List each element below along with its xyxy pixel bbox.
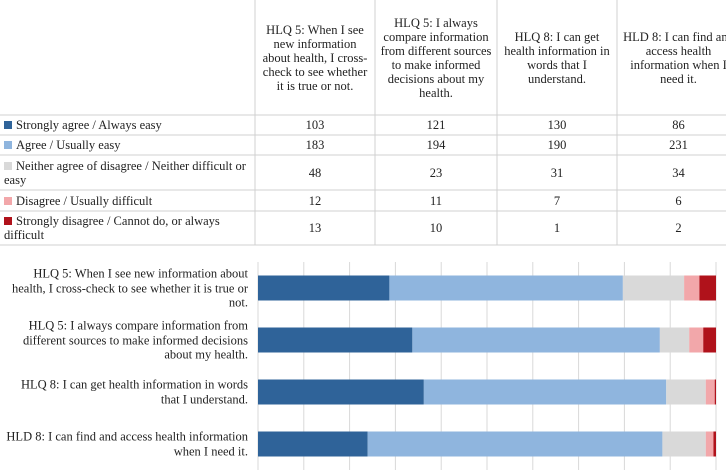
table-value: 11 [429,193,443,208]
bar-segment [659,327,690,353]
table-value: 86 [672,118,685,132]
column-header: HLQ 5: When I see new information about … [262,22,368,93]
table-value: 183 [305,138,325,152]
table-value: 6 [675,193,682,208]
table-value: 1 [553,221,561,235]
bar-segment [703,327,716,353]
row-label: Neither agree of disagree / Neither diff… [0,155,255,190]
bar-segment [258,275,390,301]
legend-swatch [4,161,12,170]
bar-segment [258,431,368,457]
table-value: 130 [547,118,567,132]
table-value: 231 [669,138,688,152]
row-label: Strongly agree / Always easy [0,115,255,135]
category-label: HLQ 8: I can get health information in w… [20,377,248,407]
legend-label: Strongly agree / Always easy [16,118,162,132]
category-label: HLQ 5: I always compare information from… [22,318,248,362]
column-header: HLD 8: I can find and access health info… [623,29,726,86]
bar-segment [714,379,716,405]
legend-swatch [4,121,12,129]
table-value: 31 [550,165,564,180]
row-label: Disagree / Usually difficult [0,190,255,211]
table-value: 103 [305,118,325,132]
bar-segment [423,379,667,405]
column-header: HLQ 5: I always compare information from… [380,15,492,100]
column-header: HLQ 8: I can get health information in w… [504,29,610,86]
bar-segment [713,431,716,457]
legend-label: Agree / Usually easy [16,138,121,152]
legend-swatch [4,141,12,149]
bar-segment [684,275,700,301]
bar-segment [412,327,660,353]
table-value: 10 [429,221,443,235]
bar-segment [689,327,704,353]
bar-segment [367,431,663,457]
table-value: 34 [672,165,685,180]
legend-label: Disagree / Usually difficult [16,193,153,208]
table-value: 23 [429,165,443,180]
legend-label: Strongly disagree / Cannot do, or always… [4,214,220,242]
bar-segment [258,379,424,405]
bar-segment [705,431,714,457]
bar-segment [666,379,706,405]
legend-swatch [4,217,12,225]
row-label: Strongly disagree / Cannot do, or always… [0,211,255,245]
legend-swatch [4,196,12,205]
bar-segment [662,431,706,457]
row-label: Agree / Usually easy [0,135,255,155]
table-value: 2 [675,221,682,235]
bar-segment [699,275,716,301]
bar-segment [622,275,685,301]
bar-segment [389,275,623,301]
table-value: 194 [426,138,446,152]
category-label: HLD 8: I can find and access health info… [6,429,248,459]
bar-segment [258,327,413,353]
bar-segment [705,379,715,405]
table-value: 13 [308,221,322,235]
table-value: 190 [547,138,567,152]
category-label: HLQ 5: When I see new information about … [11,266,248,310]
table-value: 12 [308,193,322,208]
legend-label: Neither agree of disagree / Neither diff… [4,158,246,187]
table-value: 7 [553,193,561,208]
table-value: 121 [426,118,446,132]
table-value: 48 [308,165,322,180]
